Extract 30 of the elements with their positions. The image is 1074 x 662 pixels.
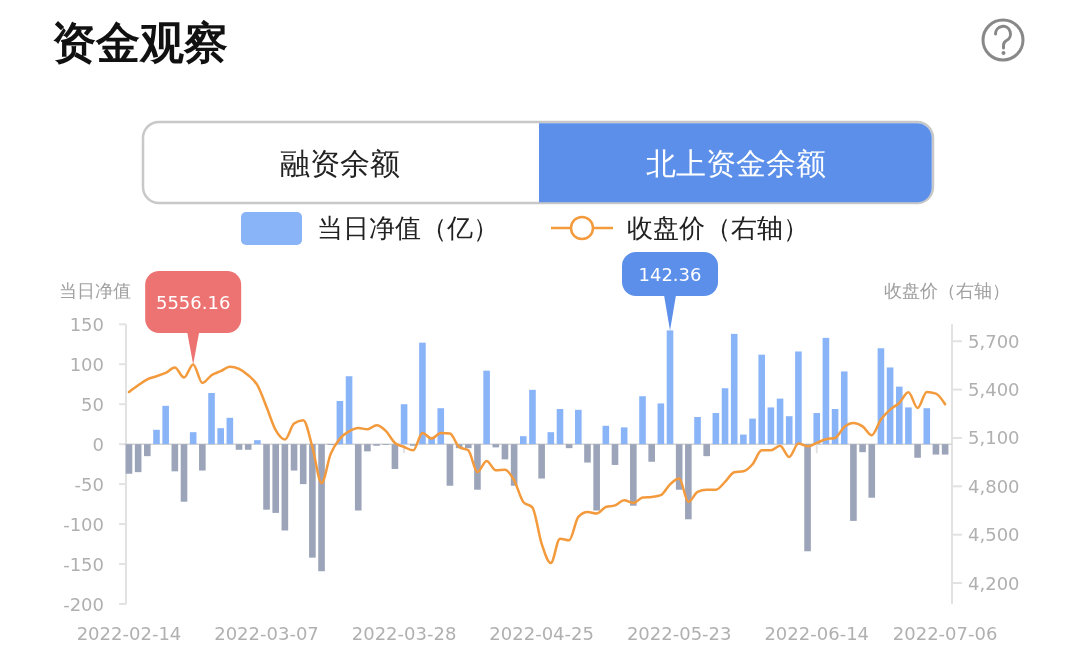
y-tick-label: -200 [63,593,104,615]
y-tick-label: -50 [74,473,104,495]
legend-label: 收盘价（右轴） [627,213,809,243]
x-tick-label: 2022-07-06 [892,622,998,644]
x-tick-label: 2022-06-14 [764,622,870,644]
data-label: 142.36 [638,263,702,285]
text: 北上资金余额 [646,145,826,181]
y-axis-title: 当日净值 [59,279,131,301]
y2-tick-label: 4,800 [968,475,1020,497]
x-tick-label: 2022-02-14 [76,622,182,644]
data-label: 5556.16 [155,291,231,313]
y2-tick-label: 4,200 [968,572,1020,594]
y2-axis-title: 收盘价（右轴） [884,279,1010,301]
y2-tick-label: 5,400 [968,379,1020,401]
x-tick-label: 2022-04-25 [489,622,594,644]
y-tick-label: 0 [92,433,104,455]
x-tick-label: 2022-03-07 [214,622,319,644]
y-tick-label: -150 [63,553,104,575]
chart-title: 资金观察 [52,17,228,68]
legend-label: 当日净值（亿） [317,213,499,243]
y-tick-label: 100 [69,353,104,375]
x-tick-label: 2022-05-23 [626,622,732,644]
y2-tick-label: 5,100 [968,427,1020,449]
y-tick-label: -100 [63,513,104,535]
y-tick-label: 50 [81,393,104,415]
y2-tick-label: 4,500 [968,524,1020,546]
y-tick-label: 150 [69,313,104,335]
text: 融资余额 [280,145,400,181]
y2-tick-label: 5,700 [968,330,1020,352]
x-tick-label: 2022-03-28 [351,622,457,644]
